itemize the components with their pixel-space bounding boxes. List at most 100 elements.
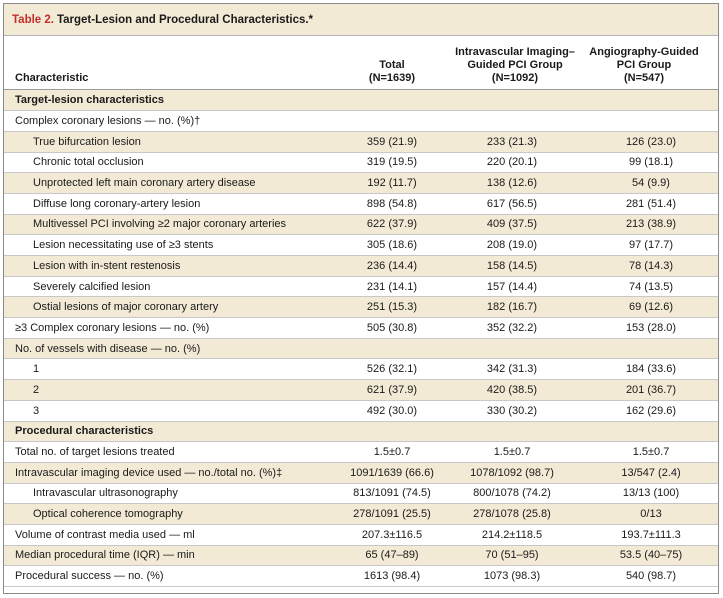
cell-angio: 54 (9.9) bbox=[584, 172, 719, 194]
row-label: Optical coherence tomography bbox=[4, 503, 344, 525]
row-label: Intravascular imaging device used — no./… bbox=[4, 462, 344, 484]
cell-ivi: 1078/1092 (98.7) bbox=[440, 462, 584, 484]
header-total-line: Total bbox=[379, 59, 405, 71]
table-row: Complex coronary lesions — no. (%)† bbox=[4, 110, 719, 132]
table-row: Lesion with in-stent restenosis 236 (14.4… bbox=[4, 255, 719, 277]
header-angio-line: Angiography-Guided bbox=[589, 46, 699, 58]
table-row: Total no. of target lesions treated 1.5±0… bbox=[4, 441, 719, 463]
cell-angio: 184 (33.6) bbox=[584, 358, 719, 381]
table-row: Ostial lesions of major coronary artery 2… bbox=[4, 296, 719, 319]
table-row: Intravascular ultrasonography 813/1091 (7… bbox=[4, 483, 719, 505]
cell-angio: 13/547 (2.4) bbox=[584, 462, 719, 484]
cell-angio: 540 (98.7) bbox=[584, 565, 719, 587]
cell-total bbox=[344, 110, 440, 132]
cell-angio: 162 (29.6) bbox=[584, 400, 719, 422]
section-header: Target-lesion characteristics bbox=[4, 90, 719, 112]
cell-angio: 126 (23.0) bbox=[584, 131, 719, 153]
header-characteristic: Characteristic bbox=[15, 72, 89, 84]
cell-total: 251 (15.3) bbox=[344, 296, 440, 319]
table-row: 2 621 (37.9) 420 (38.5) 201 (36.7) bbox=[4, 379, 719, 401]
table-row: Median procedural time (IQR) — min 65 (47… bbox=[4, 545, 719, 567]
row-label: No. of vessels with disease — no. (%) bbox=[4, 338, 344, 360]
section-header: Procedural characteristics bbox=[4, 421, 719, 443]
cell-total: 813/1091 (74.5) bbox=[344, 483, 440, 505]
table-row: True bifurcation lesion 359 (21.9) 233 (21… bbox=[4, 131, 719, 153]
table-row: No. of vessels with disease — no. (%) bbox=[4, 338, 719, 360]
cell-ivi: 158 (14.5) bbox=[440, 255, 584, 277]
row-label: Volume of contrast media used — ml bbox=[4, 524, 344, 546]
cell-ivi: 214.2±118.5 bbox=[440, 524, 584, 546]
cell-ivi: 157 (14.4) bbox=[440, 276, 584, 298]
cell-total: 319 (19.5) bbox=[344, 152, 440, 174]
cell-angio: 78 (14.3) bbox=[584, 255, 719, 277]
table-frame: Table 2. Target-Lesion and Procedural Ch… bbox=[3, 3, 719, 594]
cell-ivi: 1073 (98.3) bbox=[440, 565, 584, 587]
table-row: Diffuse long coronary-artery lesion 898 (… bbox=[4, 193, 719, 215]
table-title: Target-Lesion and Procedural Characteris… bbox=[56, 13, 314, 26]
cell-total: 207.3±116.5 bbox=[344, 524, 440, 546]
row-label: Severely calcified lesion bbox=[4, 276, 344, 298]
cell-total: 526 (32.1) bbox=[344, 358, 440, 381]
cell-total: 505 (30.8) bbox=[344, 317, 440, 339]
table-body: Target-lesion characteristics Complex cor… bbox=[4, 90, 719, 587]
header-angio-line: (N=547) bbox=[623, 72, 665, 84]
cell-total: 278/1091 (25.5) bbox=[344, 503, 440, 525]
cell-angio: 74 (13.5) bbox=[584, 276, 719, 298]
row-label: Unprotected left main coronary artery di… bbox=[4, 172, 344, 194]
table-number: Table 2. bbox=[12, 13, 54, 26]
cell-ivi: 278/1078 (25.8) bbox=[440, 503, 584, 525]
cell-total: 359 (21.9) bbox=[344, 131, 440, 153]
cell-total: 1613 (98.4) bbox=[344, 565, 440, 587]
table-row: Optical coherence tomography 278/1091 (25… bbox=[4, 503, 719, 525]
table-row: Multivessel PCI involving ≥2 major coron… bbox=[4, 214, 719, 236]
cell-ivi: 800/1078 (74.2) bbox=[440, 483, 584, 505]
cell-ivi: 233 (21.3) bbox=[440, 131, 584, 153]
cell-angio bbox=[584, 338, 719, 360]
header-ivi-line: Intravascular Imaging– bbox=[455, 46, 575, 58]
cell-angio: 69 (12.6) bbox=[584, 296, 719, 319]
table-row: Chronic total occlusion 319 (19.5) 220 (20… bbox=[4, 152, 719, 174]
row-label: Intravascular ultrasonography bbox=[4, 483, 344, 505]
cell-total: 898 (54.8) bbox=[344, 193, 440, 215]
cell-angio: 153 (28.0) bbox=[584, 317, 719, 339]
cell-total: 192 (11.7) bbox=[344, 172, 440, 194]
header-total-line: (N=1639) bbox=[368, 72, 416, 84]
cell-angio bbox=[584, 110, 719, 132]
cell-ivi bbox=[440, 338, 584, 360]
table-row: Procedural success — no. (%) 1613 (98.4) 1… bbox=[4, 565, 719, 587]
table-row: ≥3 Complex coronary lesions — no. (%) 505… bbox=[4, 317, 719, 339]
header-ivi-line: (N=1092) bbox=[491, 72, 539, 84]
cell-ivi: 138 (12.6) bbox=[440, 172, 584, 194]
table-title-bar: Table 2. Target-Lesion and Procedural Ch… bbox=[4, 4, 718, 36]
table-row: 3 492 (30.0) 330 (30.2) 162 (29.6) bbox=[4, 400, 719, 422]
row-label: 2 bbox=[4, 379, 344, 401]
cell-total: 65 (47–89) bbox=[344, 545, 440, 567]
row-label: True bifurcation lesion bbox=[4, 131, 344, 153]
row-label: Multivessel PCI involving ≥2 major coron… bbox=[4, 214, 344, 236]
row-label: Lesion necessitating use of ≥3 stents bbox=[4, 234, 344, 256]
header-angio: Angiography-Guided PCI Group (N=547) bbox=[581, 46, 707, 85]
cell-total: 1091/1639 (66.6) bbox=[344, 462, 440, 484]
cell-total: 1.5±0.7 bbox=[344, 441, 440, 463]
cell-ivi: 617 (56.5) bbox=[440, 193, 584, 215]
section-label: Target-lesion characteristics bbox=[4, 90, 719, 112]
header-ivi: Intravascular Imaging– Guided PCI Group … bbox=[455, 46, 575, 85]
cell-total bbox=[344, 338, 440, 360]
cell-angio: 193.7±111.3 bbox=[584, 524, 719, 546]
cell-total: 622 (37.9) bbox=[344, 214, 440, 236]
cell-angio: 201 (36.7) bbox=[584, 379, 719, 401]
cell-angio: 0/13 bbox=[584, 503, 719, 525]
row-label: Chronic total occlusion bbox=[4, 152, 344, 174]
table-row: Lesion necessitating use of ≥3 stents 305… bbox=[4, 234, 719, 256]
cell-total: 236 (14.4) bbox=[344, 255, 440, 277]
data-table: Target-lesion characteristics Complex cor… bbox=[4, 90, 719, 587]
cell-ivi: 352 (32.2) bbox=[440, 317, 584, 339]
row-label: Complex coronary lesions — no. (%)† bbox=[4, 110, 344, 132]
header-ivi-line: Guided PCI Group bbox=[467, 59, 563, 71]
header-angio-line: PCI Group bbox=[616, 59, 672, 71]
cell-ivi: 70 (51–95) bbox=[440, 545, 584, 567]
cell-ivi: 420 (38.5) bbox=[440, 379, 584, 401]
cell-angio: 97 (17.7) bbox=[584, 234, 719, 256]
cell-angio: 13/13 (100) bbox=[584, 483, 719, 505]
row-label: ≥3 Complex coronary lesions — no. (%) bbox=[4, 317, 344, 339]
